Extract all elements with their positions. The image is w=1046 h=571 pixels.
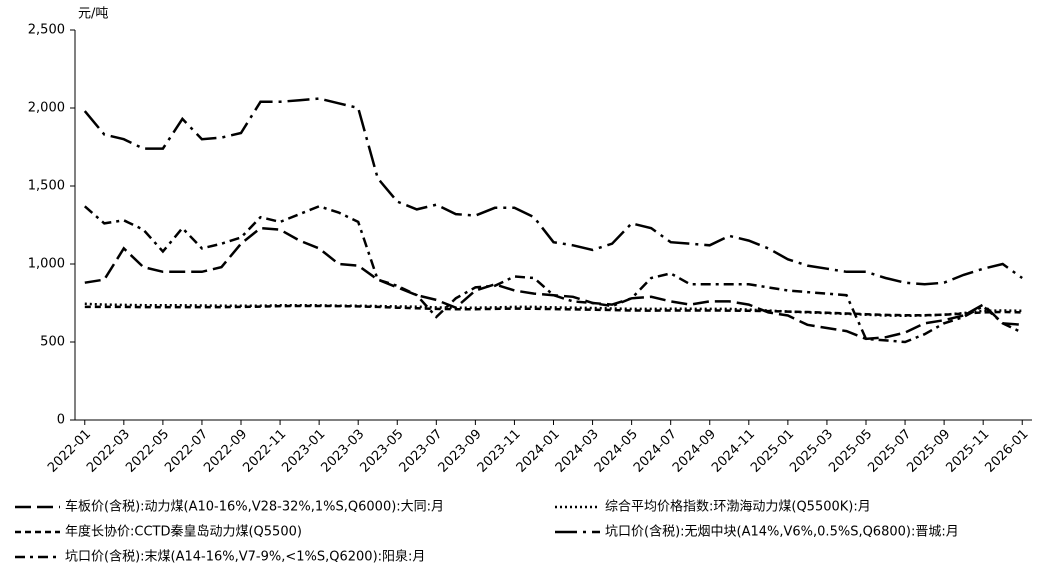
legend-label: 年度长协价:CCTD秦皇岛动力煤(Q5500)	[65, 524, 302, 540]
y-axis-label: 元/吨	[78, 7, 108, 22]
series-line	[84, 302, 1023, 318]
series-line	[83, 204, 1023, 344]
y-tick-label: 500	[40, 335, 65, 350]
y-tick-label: 2,000	[28, 101, 65, 116]
y-tick-label: 1,500	[28, 179, 65, 194]
legend-label: 坑口价(含税):末煤(A14-16%,V7-9%,<1%S,Q6200):阳泉:…	[65, 549, 425, 565]
legend-label: 坑口价(含税):无烟中块(A14%,V6%,0.5%S,Q6800):晋城:月	[605, 524, 959, 540]
y-tick-label: 0	[57, 413, 65, 428]
series-line	[84, 304, 1023, 317]
series-line	[83, 97, 1023, 286]
y-tick-label: 2,500	[28, 23, 65, 38]
series-line	[84, 226, 1023, 341]
y-tick-label: 1,000	[28, 257, 65, 272]
legend-label: 车板价(含税):动力煤(A10-16%,V28-32%,1%S,Q6000):大…	[65, 499, 444, 515]
legend-label: 综合平均价格指数:环渤海动力煤(Q5500K):月	[605, 499, 871, 515]
x-tick-label: 2026-01	[983, 427, 1032, 476]
